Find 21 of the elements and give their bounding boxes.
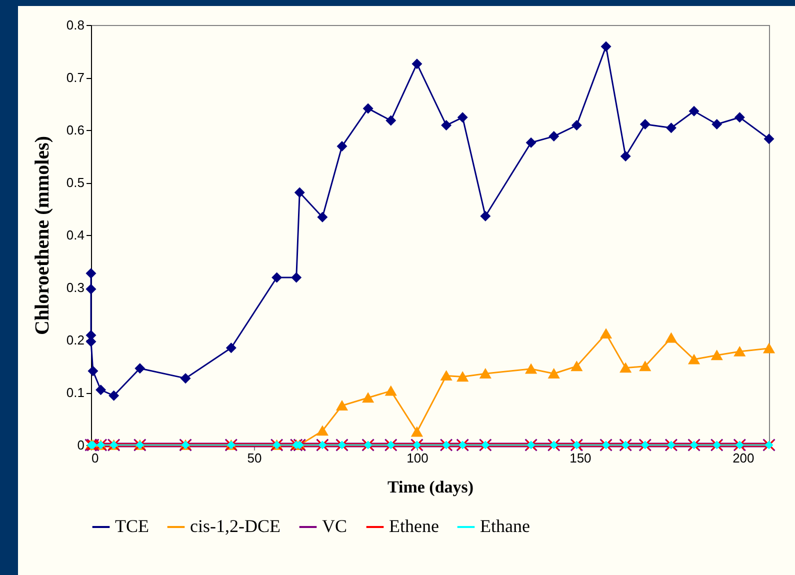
x-axis-title: Time (days) — [387, 478, 474, 496]
legend-label: Ethene — [389, 516, 439, 536]
legend-label: TCE — [115, 516, 149, 536]
legend-label: cis-1,2-DCE — [190, 516, 280, 536]
y-tick-label: 0.4 — [66, 228, 84, 242]
legend-label: Ethane — [480, 516, 530, 536]
legend-label: VC — [322, 516, 348, 536]
y-tick-label: 0.2 — [66, 332, 84, 348]
y-tick-label: 0.5 — [66, 175, 84, 190]
y-tick-label: 0.1 — [66, 385, 84, 400]
y-tick-label: 0.3 — [66, 280, 84, 295]
y-tick-label: 0 — [77, 438, 84, 452]
y-tick-label: 0.8 — [66, 18, 84, 32]
y-tick-label: 0.6 — [66, 122, 84, 138]
y-axis-title: Chloroethene (mmoles) — [31, 136, 54, 336]
y-tick-label: 0.7 — [66, 70, 84, 85]
x-tick-label: 200 — [732, 450, 754, 466]
x-tick-label: 50 — [247, 450, 262, 466]
x-tick-label: 0 — [92, 450, 99, 466]
x-tick-label: 150 — [570, 450, 592, 466]
x-tick-label: 100 — [406, 450, 428, 466]
